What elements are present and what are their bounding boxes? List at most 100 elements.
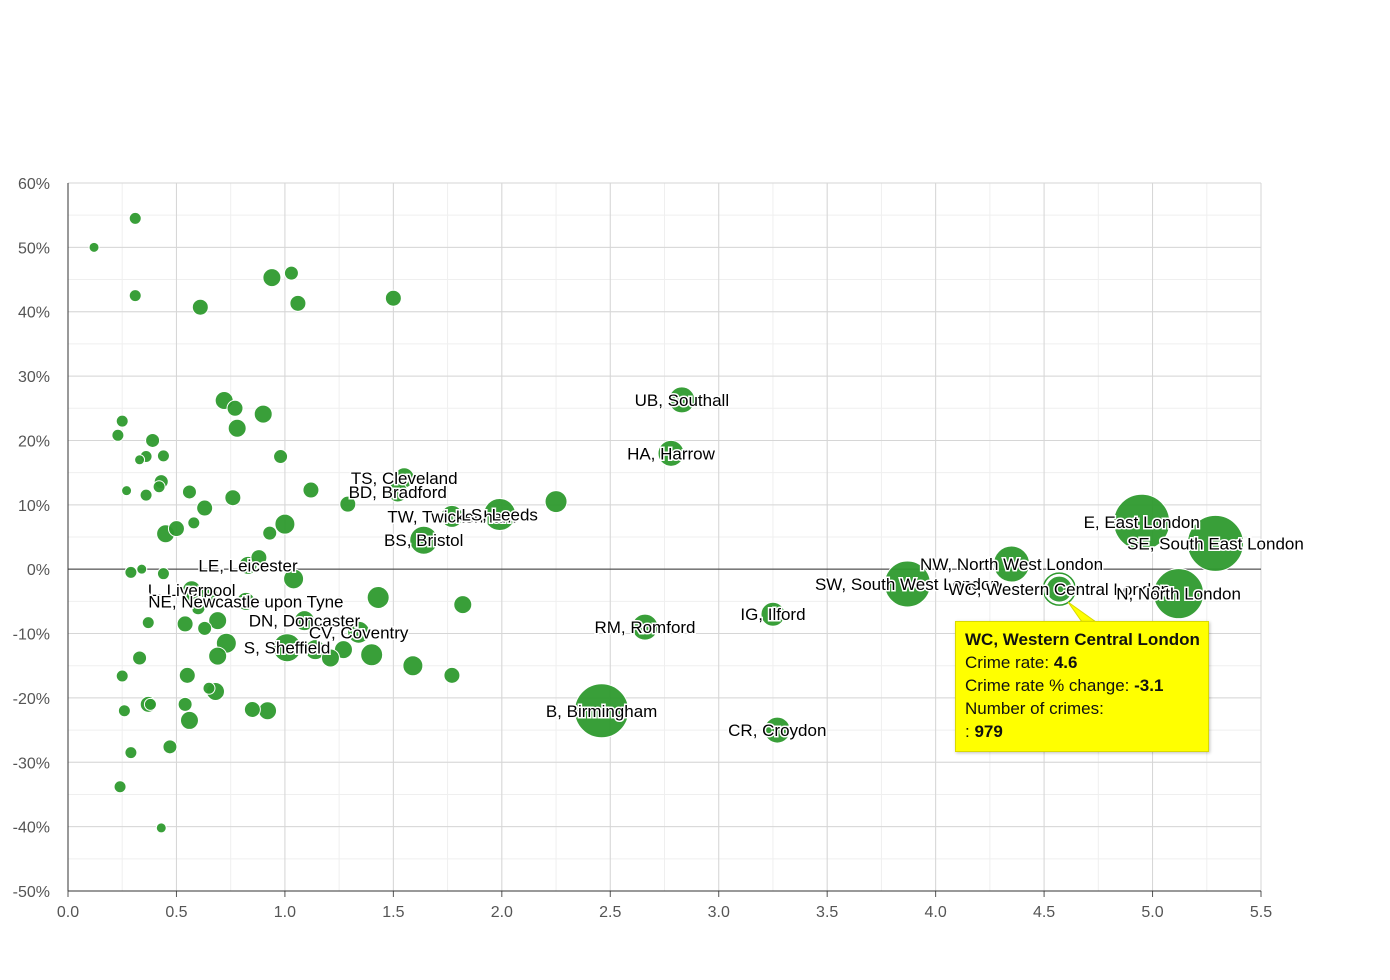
bubble[interactable] (293, 610, 315, 632)
bubble-data-label: DN, Doncaster (249, 612, 361, 631)
tooltip-pointer (1068, 601, 1098, 623)
bubble[interactable] (152, 480, 166, 494)
bubble[interactable] (304, 639, 326, 661)
bubble[interactable] (243, 700, 261, 718)
bubble[interactable] (196, 499, 214, 517)
bubble[interactable] (574, 683, 630, 739)
bubble[interactable] (272, 633, 302, 663)
bubble[interactable] (1153, 568, 1205, 620)
y-tick-label: 10% (18, 498, 50, 515)
bubble[interactable] (668, 386, 696, 414)
bubble[interactable] (187, 516, 201, 530)
bubble[interactable] (657, 439, 685, 467)
bubble[interactable] (115, 414, 129, 428)
bubble-data-label: LS, Leeds (461, 505, 538, 524)
tooltip-change-label: Crime rate % change: (965, 676, 1130, 695)
bubble[interactable] (347, 620, 371, 644)
bubble[interactable] (179, 710, 199, 730)
bubble[interactable] (402, 655, 424, 677)
bubble[interactable] (190, 600, 206, 616)
bubble[interactable] (320, 648, 340, 668)
bubble[interactable] (162, 739, 178, 755)
bubble[interactable] (483, 497, 517, 531)
tooltip-rate-row: Crime rate: 4.6 (965, 651, 1200, 674)
bubble[interactable] (136, 563, 148, 575)
bubble[interactable] (208, 611, 228, 631)
y-tick-label: -30% (13, 755, 50, 772)
bubble[interactable] (226, 399, 244, 417)
bubble[interactable] (202, 681, 216, 695)
bubble[interactable] (253, 404, 273, 424)
bubble[interactable] (124, 565, 138, 579)
bubble[interactable] (121, 485, 133, 497)
bubble[interactable] (409, 525, 439, 555)
bubble[interactable] (224, 489, 242, 507)
bubble[interactable] (117, 704, 131, 718)
bubble[interactable] (143, 697, 157, 711)
bubble[interactable] (181, 484, 197, 500)
bubble-data-label: TW, Twickenham (387, 507, 516, 526)
bubble[interactable] (993, 545, 1031, 583)
bubble-data-label: B, Birmingham (546, 702, 657, 721)
bubble[interactable] (111, 428, 125, 442)
bubble[interactable] (88, 241, 100, 253)
bubble-data-label: SW, South West London (815, 575, 1000, 594)
bubble[interactable] (250, 549, 268, 567)
x-tick-label: 0.0 (57, 904, 79, 921)
bubble[interactable] (139, 488, 153, 502)
bubble[interactable] (273, 449, 289, 465)
bubble[interactable] (443, 666, 461, 684)
bubble[interactable] (274, 513, 296, 535)
bubble[interactable] (115, 669, 129, 683)
bubble[interactable] (208, 646, 228, 666)
bubble[interactable] (197, 620, 213, 636)
bubble[interactable] (134, 454, 146, 466)
bubble[interactable] (155, 822, 167, 834)
bubble[interactable] (289, 294, 307, 312)
bubble[interactable] (1045, 575, 1073, 603)
bubble[interactable] (1113, 493, 1171, 551)
bubble[interactable] (191, 298, 209, 316)
bubble[interactable] (227, 418, 247, 438)
bubble[interactable] (366, 586, 390, 610)
bubble[interactable] (128, 289, 142, 303)
bubble[interactable] (302, 481, 320, 499)
bubble[interactable] (124, 746, 138, 760)
bubble[interactable] (178, 666, 196, 684)
bubble[interactable] (631, 613, 659, 641)
bubble[interactable] (156, 449, 170, 463)
bubble[interactable] (339, 495, 357, 513)
bubble[interactable] (262, 525, 278, 541)
bubble[interactable] (384, 289, 402, 307)
bubble[interactable] (760, 601, 786, 627)
y-tick-label: -20% (13, 691, 50, 708)
bubble[interactable] (262, 268, 282, 288)
bubble[interactable] (167, 520, 185, 538)
bubble[interactable] (132, 650, 148, 666)
bubble[interactable] (113, 780, 127, 794)
bubble-data-label: NE, Newcastle upon Tyne (148, 592, 343, 611)
bubble[interactable] (387, 481, 409, 503)
bubble[interactable] (440, 504, 464, 528)
bubble[interactable] (128, 211, 142, 225)
bubble[interactable] (141, 616, 155, 630)
bubble[interactable] (145, 432, 161, 448)
bubble[interactable] (176, 615, 194, 633)
x-tick-label: 3.0 (708, 904, 730, 921)
bubble-data-label: SE, South East London (1127, 534, 1304, 553)
tooltip-title: WC, Western Central London (965, 630, 1200, 649)
bubble[interactable] (236, 591, 256, 611)
bubble[interactable] (763, 716, 791, 744)
bubble[interactable] (177, 696, 193, 712)
bubble[interactable] (258, 701, 278, 721)
bubble[interactable] (544, 490, 568, 514)
bubble[interactable] (1186, 514, 1244, 572)
bubble[interactable] (453, 595, 473, 615)
bubble[interactable] (360, 643, 384, 667)
bubble[interactable] (283, 265, 299, 281)
bubble[interactable] (883, 560, 931, 608)
bubble[interactable] (156, 567, 170, 581)
bubble-data-label: L, Liverpool (148, 581, 236, 600)
bubble[interactable] (283, 568, 305, 590)
